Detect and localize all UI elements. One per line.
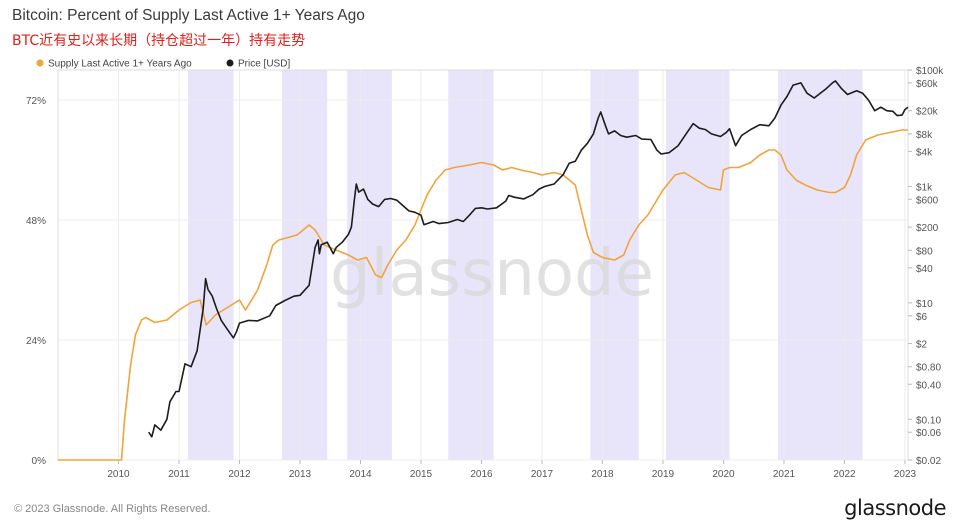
x-tick-label: 2011 <box>168 469 190 480</box>
legend-marker-supply <box>36 59 44 67</box>
y-right-tick-label: $0.10 <box>916 415 941 426</box>
y-right-tick-label: $200 <box>916 223 939 234</box>
x-tick-label: 2015 <box>410 469 433 480</box>
legend-label-price: Price [USD] <box>238 59 290 70</box>
shaded-period-1 <box>281 70 328 460</box>
x-tick-label: 2016 <box>470 469 493 480</box>
x-tick-label: 2017 <box>531 469 554 480</box>
y-left-tick-label: 48% <box>26 216 46 227</box>
y-right-tick-label: $600 <box>916 195 939 206</box>
y-left-tick-label: 72% <box>26 96 46 107</box>
shaded-period-4 <box>590 70 639 460</box>
supply-series-line <box>58 129 908 461</box>
price-series-line <box>148 80 909 438</box>
legend: Supply Last Active 1+ Years Ago Price [US… <box>36 59 290 70</box>
y-right-tick-label: $8k <box>916 130 933 141</box>
x-tick-label: 2019 <box>652 469 675 480</box>
axes: 2010 2011 2012 2013 2014 2015 2016 2017 2018 2019… <box>26 66 944 480</box>
chart-subtitle: BTC近有史以来长期（持仓超过一年）持有走势 <box>12 33 306 49</box>
chart-title: Bitcoin: Percent of Supply Last Active 1… <box>12 7 365 24</box>
shaded-period-0 <box>188 70 234 460</box>
x-tick-label: 2014 <box>349 469 372 480</box>
x-tick-label: 2022 <box>833 469 856 480</box>
y-right-tick-label: $0.80 <box>916 363 941 374</box>
y-left-tick-label: 0% <box>32 456 47 467</box>
x-tick-label: 2023 <box>894 469 917 480</box>
y-right-tick-label: $60k <box>916 79 939 90</box>
y-right-tick-label: $2 <box>916 340 928 351</box>
series-lines <box>58 80 909 461</box>
y-right-tick-label: $20k <box>916 107 939 118</box>
watermark: glassnode <box>330 237 654 311</box>
legend-marker-price <box>226 59 234 67</box>
y-right-tick-label: $40 <box>916 264 933 275</box>
x-tick-label: 2021 <box>773 469 796 480</box>
x-tick-label: 2013 <box>289 469 312 480</box>
shaded-periods <box>188 70 863 460</box>
brand-logo: glassnode <box>844 496 946 520</box>
y-right-tick-label: $10 <box>916 299 933 310</box>
y-right-tick-label: $0.02 <box>916 456 941 467</box>
x-tick-label: 2012 <box>228 469 251 480</box>
y-right-tick-label: $0.06 <box>916 428 941 439</box>
x-tick-label: 2020 <box>712 469 735 480</box>
grid-lines <box>57 69 909 461</box>
legend-label-supply: Supply Last Active 1+ Years Ago <box>48 59 192 70</box>
y-left-tick-label: 24% <box>26 336 46 347</box>
y-right-tick-label: $80 <box>916 246 933 257</box>
shaded-period-5 <box>666 70 730 460</box>
y-right-tick-label: $6 <box>916 312 928 323</box>
x-tick-label: 2010 <box>107 469 130 480</box>
shaded-period-3 <box>448 70 494 460</box>
x-tick-label: 2018 <box>591 469 614 480</box>
y-right-tick-label: $1k <box>916 182 933 193</box>
copyright-text: © 2023 Glassnode. All Rights Reserved. <box>14 503 211 515</box>
shaded-period-6 <box>777 70 863 460</box>
y-right-tick-label: $100k <box>916 66 944 77</box>
y-right-tick-label: $0.40 <box>916 380 941 391</box>
y-right-tick-label: $4k <box>916 147 933 158</box>
